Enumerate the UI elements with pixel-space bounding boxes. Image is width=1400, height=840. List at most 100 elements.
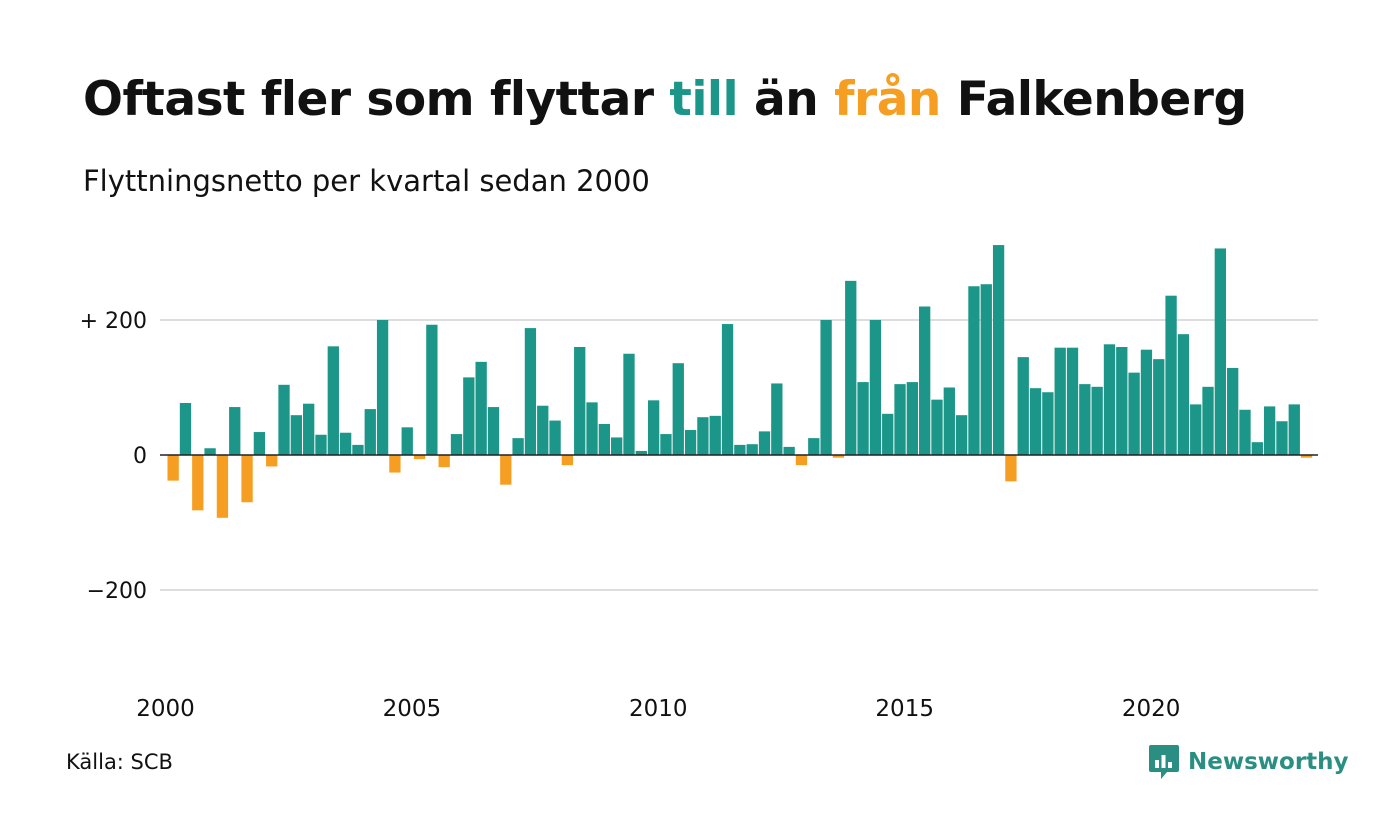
- title-highlight-fran: från: [834, 72, 941, 127]
- bar: [709, 415, 721, 455]
- bar: [771, 383, 783, 455]
- bar: [204, 448, 216, 455]
- bar: [266, 455, 278, 467]
- x-tick-label: 2005: [383, 696, 442, 722]
- bar-chart: + 200 0 −200 2000 2005 2010 2015 2020: [80, 245, 1318, 722]
- bar: [968, 286, 980, 455]
- bar: [1066, 347, 1079, 456]
- bar: [857, 382, 869, 455]
- bar: [992, 245, 1005, 455]
- bar: [1091, 386, 1103, 455]
- bar: [364, 409, 376, 455]
- bar: [684, 430, 697, 455]
- brand-name: Newsworthy: [1188, 749, 1349, 775]
- bar: [192, 455, 204, 511]
- bar: [401, 427, 413, 455]
- bar: [660, 434, 672, 455]
- bar: [647, 400, 660, 455]
- bar: [500, 455, 512, 485]
- bar: [1288, 404, 1300, 456]
- bar: [906, 382, 918, 455]
- bar: [586, 402, 598, 455]
- bar: [1116, 347, 1128, 455]
- bar: [672, 363, 684, 455]
- bar: [795, 455, 808, 466]
- axes: + 200 0 −200 2000 2005 2010 2015 2020: [80, 309, 1318, 722]
- bar: [1140, 349, 1153, 455]
- bar: [561, 455, 574, 466]
- bar: [1042, 392, 1054, 456]
- bars: [167, 245, 1313, 518]
- bar: [1263, 406, 1276, 455]
- bar: [623, 353, 635, 455]
- x-tick-label: 2010: [629, 696, 688, 722]
- bar: [931, 399, 943, 455]
- bar: [438, 455, 450, 468]
- bar: [1103, 344, 1116, 455]
- bar: [1054, 347, 1066, 456]
- bar: [1005, 455, 1017, 482]
- chart-subtitle: Flyttningsnetto per kvartal sedan 2000: [83, 164, 650, 198]
- bar: [1177, 334, 1190, 456]
- title-highlight-till: till: [669, 72, 739, 127]
- bar: [303, 403, 315, 455]
- bar: [1202, 386, 1214, 455]
- bar: [820, 320, 832, 455]
- bar: [783, 446, 795, 455]
- bar: [1017, 357, 1029, 456]
- bar: [1214, 248, 1226, 455]
- bar: [290, 415, 302, 456]
- bar: [611, 437, 623, 455]
- bar: [463, 377, 475, 456]
- bar: [315, 434, 327, 455]
- bar: [389, 455, 401, 473]
- bar: [216, 455, 229, 518]
- x-tick-label: 2015: [875, 696, 934, 722]
- bar: [1251, 442, 1263, 456]
- bar: [450, 434, 463, 455]
- bar: [1227, 367, 1239, 456]
- bar: [1079, 384, 1091, 456]
- bar: [1128, 372, 1140, 455]
- title-part-2: än: [738, 72, 835, 127]
- bar: [167, 455, 179, 481]
- chart-title: Oftast fler som flyttar till än från Fal…: [83, 72, 1247, 127]
- title-part-3: Falkenberg: [940, 72, 1247, 127]
- bar: [327, 346, 339, 455]
- bar: [1165, 295, 1177, 455]
- bar: [487, 407, 500, 455]
- bar: [955, 415, 968, 456]
- bar: [524, 328, 537, 455]
- title-part-1: Oftast fler som flyttar: [83, 72, 670, 127]
- bar: [574, 347, 586, 455]
- bar: [808, 438, 820, 456]
- bar: [1029, 388, 1042, 456]
- x-tick-label: 2020: [1122, 696, 1181, 722]
- bar: [512, 438, 524, 456]
- y-tick-label: + 200: [80, 309, 147, 334]
- bar: [426, 324, 438, 456]
- bar: [734, 444, 746, 456]
- source-credit: Källa: SCB: [66, 750, 173, 774]
- bar: [832, 455, 845, 458]
- bar: [475, 361, 487, 455]
- bar: [758, 431, 771, 456]
- bar: [980, 284, 992, 456]
- bar: [1190, 404, 1202, 456]
- y-tick-label: −200: [87, 579, 147, 604]
- bar: [352, 444, 364, 456]
- bar: [598, 423, 610, 455]
- bar: [339, 432, 352, 456]
- bar: [894, 384, 906, 456]
- newsworthy-logo-icon: [1149, 745, 1179, 779]
- bar: [1300, 455, 1313, 458]
- bar: [1239, 409, 1251, 455]
- bar: [845, 280, 857, 455]
- bar: [1153, 359, 1165, 455]
- bar: [549, 420, 561, 455]
- bar: [179, 403, 192, 455]
- newsworthy-brand: Newsworthy: [1148, 744, 1349, 780]
- gridlines: [160, 319, 1318, 591]
- bar: [869, 320, 882, 455]
- bar: [537, 405, 549, 456]
